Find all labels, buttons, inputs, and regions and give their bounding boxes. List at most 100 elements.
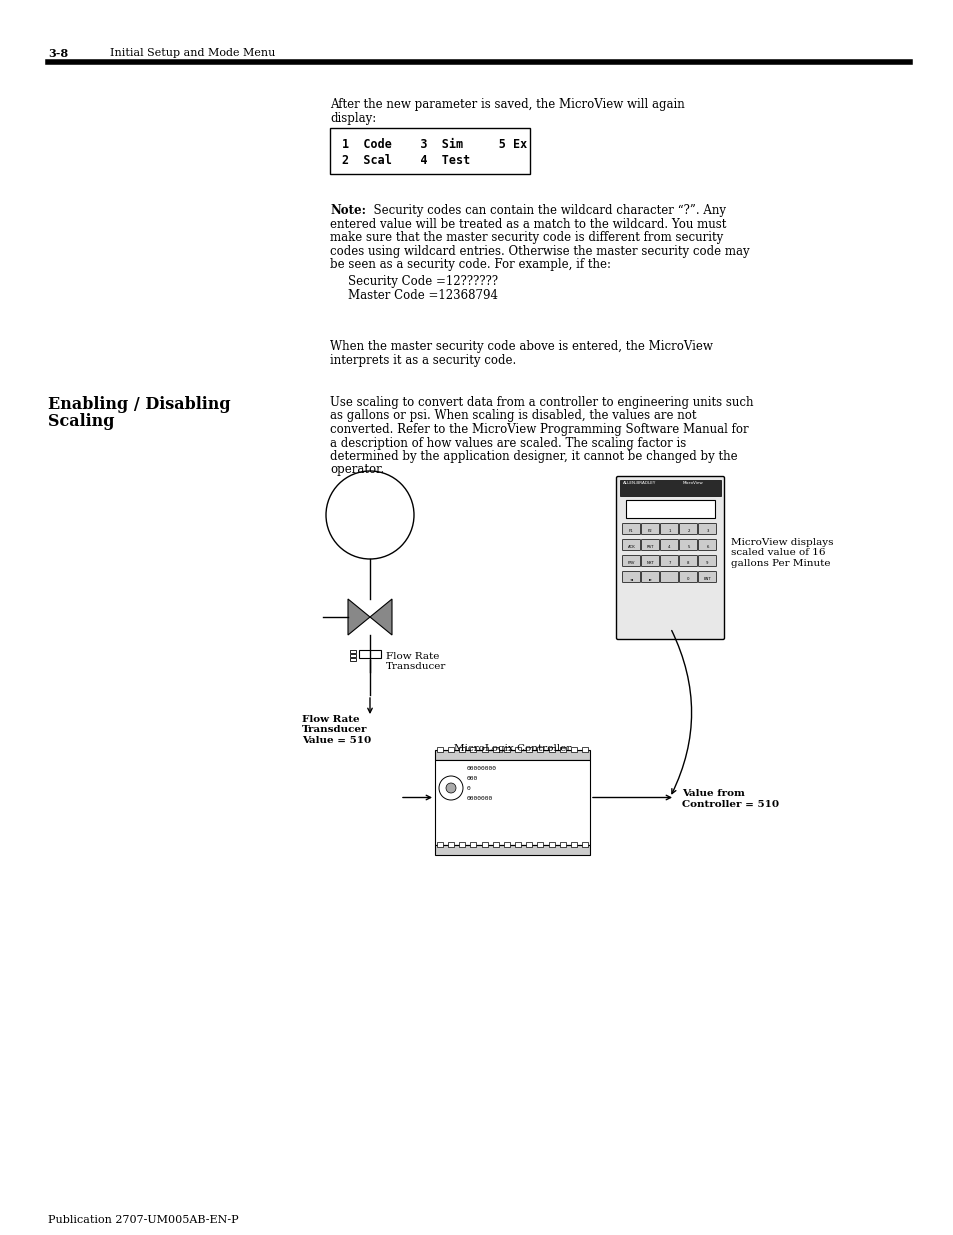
Bar (537, 842, 543, 847)
Bar (493, 842, 498, 847)
Text: Master Code =12368794: Master Code =12368794 (348, 289, 497, 303)
Text: PRV: PRV (627, 561, 635, 564)
Bar (481, 842, 487, 847)
Text: entered value will be treated as a match to the wildcard. You must: entered value will be treated as a match… (330, 217, 725, 231)
Bar (435, 845, 589, 855)
Text: Note:: Note: (330, 204, 366, 217)
FancyBboxPatch shape (679, 524, 697, 535)
FancyBboxPatch shape (679, 540, 697, 551)
Text: 4: 4 (667, 545, 670, 550)
FancyBboxPatch shape (640, 524, 659, 535)
Bar (526, 747, 532, 752)
FancyBboxPatch shape (659, 572, 678, 583)
Bar (448, 747, 454, 752)
Text: as gallons or psi. When scaling is disabled, the values are not: as gallons or psi. When scaling is disab… (330, 410, 696, 422)
Circle shape (446, 783, 456, 793)
Text: Security codes can contain the wildcard character “?”. Any: Security codes can contain the wildcard … (366, 204, 725, 217)
Bar (570, 747, 577, 752)
Text: MicroView: MicroView (682, 480, 703, 485)
Text: a description of how values are scaled. The scaling factor is: a description of how values are scaled. … (330, 436, 685, 450)
FancyBboxPatch shape (640, 556, 659, 567)
Text: be seen as a security code. For example, if the:: be seen as a security code. For example,… (330, 258, 610, 270)
Text: 9: 9 (705, 561, 708, 564)
Text: Security Code =12??????: Security Code =12?????? (348, 275, 497, 289)
Text: 2  Scal    4  Test: 2 Scal 4 Test (341, 154, 470, 167)
FancyBboxPatch shape (616, 477, 723, 640)
Bar (481, 747, 487, 752)
Text: RST: RST (646, 545, 654, 550)
Text: 0000000: 0000000 (467, 797, 493, 802)
FancyBboxPatch shape (622, 524, 639, 535)
Text: F2: F2 (647, 529, 652, 534)
Bar (515, 747, 520, 752)
Text: converted. Refer to the MicroView Programming Software Manual for: converted. Refer to the MicroView Progra… (330, 424, 748, 436)
FancyBboxPatch shape (622, 572, 639, 583)
Text: interprets it as a security code.: interprets it as a security code. (330, 354, 516, 367)
Text: display:: display: (330, 112, 375, 125)
Bar (619, 480, 720, 496)
Bar (503, 842, 510, 847)
FancyBboxPatch shape (640, 572, 659, 583)
Text: MicroLogix Controller: MicroLogix Controller (454, 743, 571, 753)
FancyBboxPatch shape (622, 540, 639, 551)
Text: 0: 0 (686, 577, 689, 580)
Bar (559, 842, 565, 847)
FancyBboxPatch shape (698, 556, 716, 567)
Text: MicroView displays
scaled value of 16
gallons Per Minute: MicroView displays scaled value of 16 ga… (730, 538, 833, 568)
Bar (581, 842, 587, 847)
Text: F1: F1 (628, 529, 633, 534)
Bar (330, 128, 530, 174)
Bar (350, 657, 355, 661)
FancyBboxPatch shape (679, 572, 697, 583)
Text: codes using wildcard entries. Otherwise the master security code may: codes using wildcard entries. Otherwise … (330, 245, 749, 258)
Text: 2: 2 (686, 529, 689, 534)
Text: ACK: ACK (627, 545, 635, 550)
Bar (526, 842, 532, 847)
Text: ◄: ◄ (629, 577, 633, 580)
Text: 3: 3 (705, 529, 708, 534)
Bar (570, 842, 577, 847)
Text: ►: ► (648, 577, 651, 580)
Text: NXT: NXT (646, 561, 654, 564)
Bar (470, 747, 476, 752)
Bar (436, 747, 442, 752)
FancyBboxPatch shape (640, 540, 659, 551)
Polygon shape (348, 599, 370, 635)
Bar (503, 747, 510, 752)
FancyBboxPatch shape (679, 556, 697, 567)
FancyBboxPatch shape (698, 524, 716, 535)
Text: After the new parameter is saved, the MicroView will again: After the new parameter is saved, the Mi… (330, 98, 684, 111)
Bar (458, 842, 465, 847)
Bar (350, 650, 355, 653)
Bar (548, 747, 554, 752)
Bar (559, 747, 565, 752)
Text: 1: 1 (667, 529, 670, 534)
Bar (448, 842, 454, 847)
Bar (470, 842, 476, 847)
FancyBboxPatch shape (622, 556, 639, 567)
Bar (350, 653, 355, 657)
Text: 3-8: 3-8 (48, 48, 68, 59)
Bar (548, 842, 554, 847)
Bar (493, 747, 498, 752)
Text: Publication 2707-UM005AB-EN-P: Publication 2707-UM005AB-EN-P (48, 1215, 238, 1225)
Bar (435, 750, 589, 760)
Bar (515, 842, 520, 847)
Bar (537, 747, 543, 752)
Text: make sure that the master security code is different from security: make sure that the master security code … (330, 231, 722, 245)
Bar (358, 650, 380, 658)
Polygon shape (370, 599, 392, 635)
Text: ALLEN-BRADLEY: ALLEN-BRADLEY (622, 480, 656, 485)
Text: 1  Code    3  Sim     5 Ex: 1 Code 3 Sim 5 Ex (341, 138, 527, 151)
Bar (436, 842, 442, 847)
Bar (435, 760, 589, 845)
Text: Enabling / Disabling: Enabling / Disabling (48, 396, 231, 412)
Bar (458, 747, 465, 752)
Text: 6: 6 (705, 545, 708, 550)
FancyBboxPatch shape (659, 556, 678, 567)
FancyBboxPatch shape (698, 572, 716, 583)
Bar (625, 500, 714, 517)
Text: 0: 0 (467, 785, 470, 790)
Text: 8: 8 (686, 561, 689, 564)
Text: 7: 7 (667, 561, 670, 564)
